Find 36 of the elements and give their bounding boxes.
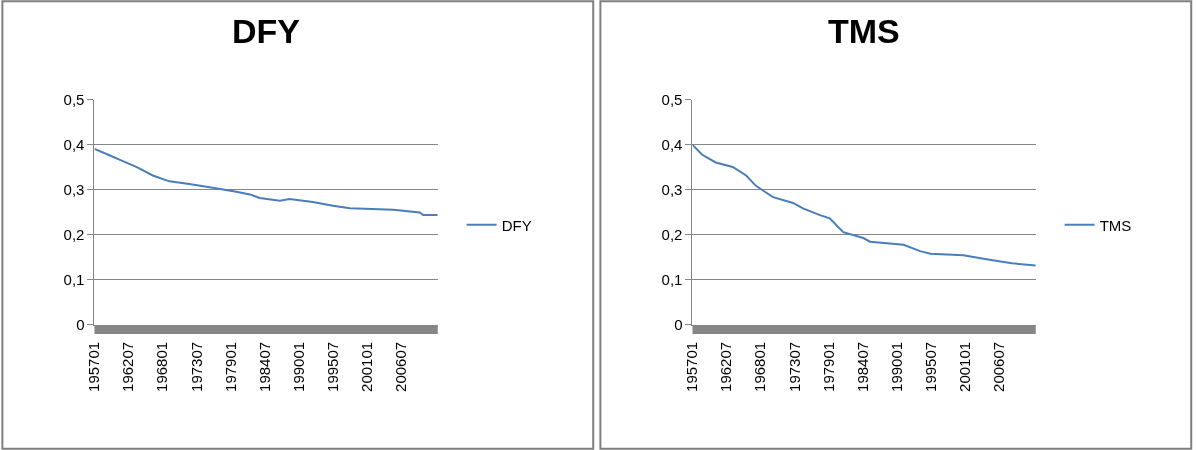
x-tick-label: 195701 [683,341,701,392]
x-tick-label: 198407 [853,341,871,392]
legend-label: TMS [1099,216,1132,234]
chart-title: DFY [232,12,301,50]
y-tick-label: 0,2 [63,226,85,244]
y-tick-label: 0,3 [661,181,683,199]
y-tick-label: 0,3 [63,181,85,199]
x-tick-label: 197307 [785,341,803,392]
y-tick-label: 0 [76,316,85,334]
x-tick-label: 197901 [819,341,837,392]
y-tick-label: 0,5 [63,91,85,109]
x-tick-label: 200101 [357,341,375,392]
y-tick-label: 0 [674,316,683,334]
y-tick-label: 0,2 [661,226,683,244]
x-tick-label: 198407 [255,341,273,392]
x-tick-label: 195701 [85,341,103,392]
y-tick-label: 0,4 [63,136,85,154]
x-tick-label: 197307 [187,341,205,392]
x-tick-label: 200607 [391,341,409,392]
x-tick-label: 200101 [955,341,973,392]
x-tick-label: 199001 [887,341,905,392]
legend-label: DFY [501,216,532,234]
x-tick-label: 197901 [221,341,239,392]
x-tick-label: 199001 [289,341,307,392]
y-tick-label: 0,5 [661,91,683,109]
y-tick-label: 0,4 [661,136,683,154]
x-tick-label: 196801 [751,341,769,392]
x-tick-label: 196207 [119,341,137,392]
x-tick-label: 199507 [921,341,939,392]
x-tick-label: 200607 [989,341,1007,392]
x-tick-label: 199507 [323,341,341,392]
y-tick-label: 0,1 [661,271,683,289]
x-tick-label: 196801 [153,341,171,392]
chart-title: TMS [828,12,900,50]
y-tick-label: 0,1 [63,271,85,289]
x-tick-label: 196207 [717,341,735,392]
